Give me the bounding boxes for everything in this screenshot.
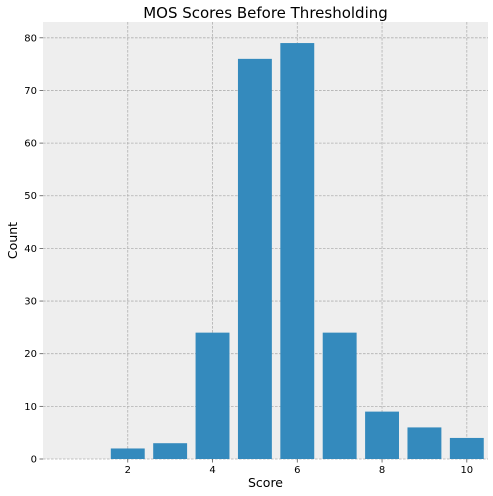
y-axis-ticks: 0 10 20 30 40 50 60 70 80 (24, 33, 43, 466)
bar-score-4 (195, 332, 230, 459)
x-axis-label: Score (248, 475, 283, 490)
y-tick-label: 50 (24, 191, 37, 202)
x-tick-label: 6 (294, 465, 300, 476)
x-tick-label: 8 (379, 465, 385, 476)
y-tick-label: 30 (24, 297, 37, 308)
bar-score-6 (280, 43, 315, 459)
bar-score-8 (365, 411, 399, 459)
bar-score-2 (110, 448, 145, 459)
chart-title: MOS Scores Before Thresholding (143, 4, 388, 22)
x-axis-ticks: 2 4 6 8 10 (125, 459, 473, 476)
bar-score-5 (237, 58, 272, 460)
bars (110, 43, 484, 460)
y-axis-label: Count (5, 222, 20, 259)
y-tick-label: 20 (24, 349, 37, 360)
y-tick-label: 0 (31, 455, 37, 466)
x-tick-label: 10 (460, 465, 473, 476)
y-tick-label: 70 (24, 86, 37, 97)
y-tick-label: 60 (24, 139, 37, 150)
y-tick-label: 80 (24, 33, 37, 44)
x-tick-label: 2 (125, 465, 131, 476)
bar-score-7 (322, 332, 357, 459)
bar-score-10 (449, 437, 484, 459)
y-tick-label: 10 (24, 402, 37, 413)
bar-score-9 (407, 427, 442, 459)
x-tick-label: 4 (209, 465, 215, 476)
y-tick-label: 40 (24, 244, 37, 255)
bar-score-3 (153, 443, 188, 459)
